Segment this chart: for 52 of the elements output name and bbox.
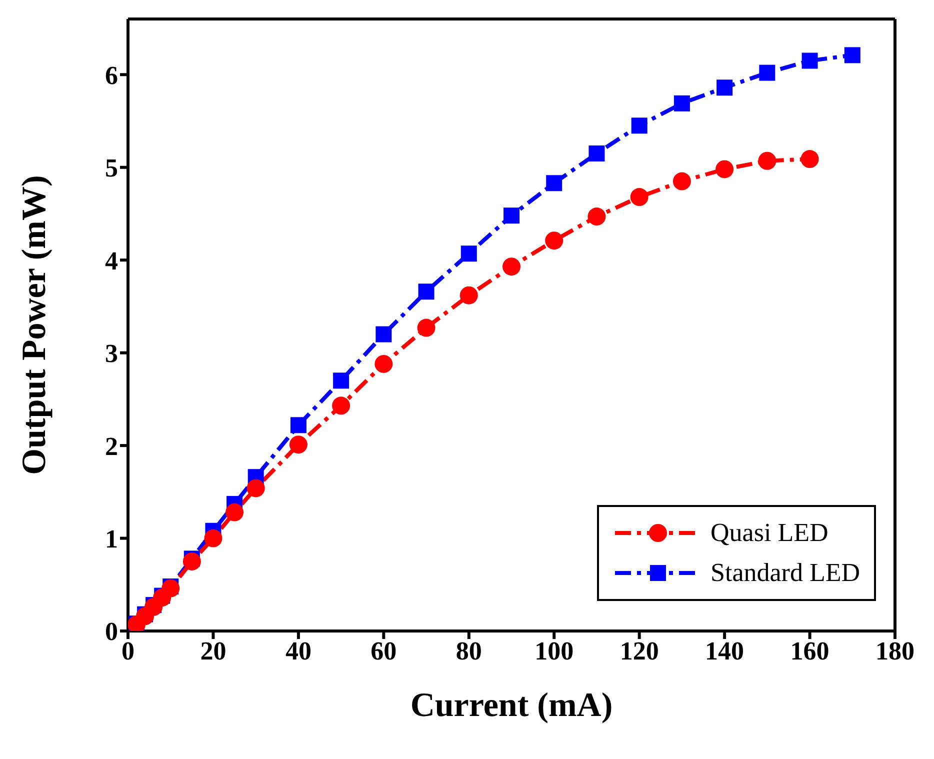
point	[162, 579, 180, 598]
point	[546, 175, 562, 192]
y-tick-label: 1	[105, 524, 118, 554]
point	[802, 52, 818, 69]
point	[631, 118, 648, 134]
point	[204, 529, 222, 548]
x-tick-label: 140	[705, 636, 744, 666]
y-tick-label: 4	[105, 246, 118, 276]
point	[226, 503, 244, 522]
y-tick-label: 0	[105, 617, 118, 646]
legend-label: Quasi LED	[710, 518, 828, 548]
point	[844, 47, 860, 64]
point	[674, 95, 690, 112]
y-tick-label: 5	[105, 154, 118, 183]
legend-label: Standard LED	[710, 558, 860, 588]
point	[460, 286, 478, 304]
point	[376, 326, 392, 342]
y-tick-label: 6	[105, 60, 118, 90]
point	[333, 372, 350, 389]
point	[246, 479, 265, 498]
x-axis-title: Current (mA)	[410, 687, 613, 724]
point	[460, 246, 477, 262]
x-tick-label: 20	[200, 636, 226, 666]
y-tick-label: 2	[105, 432, 118, 461]
x-tick-label: 40	[285, 636, 312, 666]
point	[374, 354, 393, 373]
x-tick-label: 60	[370, 636, 397, 666]
x-tick-label: 180	[876, 636, 914, 666]
point	[800, 150, 819, 168]
point	[588, 145, 605, 162]
point	[289, 436, 308, 454]
point	[290, 417, 306, 434]
point	[417, 318, 436, 337]
point	[418, 284, 434, 300]
point	[716, 160, 734, 178]
point	[502, 258, 520, 276]
point	[332, 396, 350, 415]
point	[182, 552, 201, 570]
point	[588, 208, 606, 226]
point	[630, 188, 648, 206]
point	[672, 172, 691, 190]
x-tick-label: 160	[790, 636, 830, 666]
point	[716, 80, 733, 96]
point	[758, 152, 776, 170]
y-tick-label: 3	[105, 339, 118, 368]
x-tick-label: 80	[456, 636, 482, 666]
x-tick-label: 120	[620, 636, 659, 666]
point	[545, 232, 564, 250]
x-tick-label: 100	[534, 636, 574, 666]
y-axis-title: Output Power (mW)	[16, 175, 54, 475]
point	[504, 208, 520, 224]
point	[759, 64, 776, 81]
